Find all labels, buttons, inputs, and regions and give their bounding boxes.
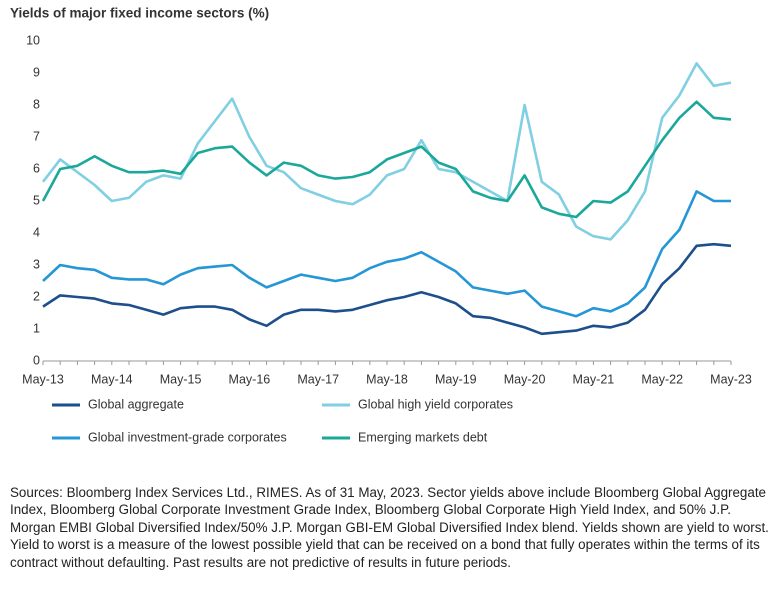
legend-label: Global investment-grade corporates [88,430,287,444]
y-tick-label: 10 [26,33,40,47]
x-tick-label: May-23 [710,372,752,386]
y-tick-label: 4 [33,225,40,239]
y-tick-label: 7 [33,129,40,143]
y-tick-label: 3 [33,257,40,271]
y-tick-label: 1 [33,321,40,335]
legend-label: Global high yield corporates [358,397,513,411]
y-tick-label: 6 [33,161,40,175]
legend-label: Global aggregate [88,397,184,411]
y-tick-label: 2 [33,289,40,303]
x-tick-label: May-22 [641,372,683,386]
series-line [42,242,732,336]
y-tick-label: 9 [33,65,40,79]
x-tick-label: May-20 [504,372,546,386]
chart: Yields of major fixed income sectors (%)… [10,6,752,445]
x-tick-label: May-16 [229,372,271,386]
y-tick-label: 5 [33,193,40,207]
legend-label: Emerging markets debt [358,430,488,444]
series-line [42,190,731,318]
footnote: Sources: Bloomberg Index Services Ltd., … [10,485,769,570]
series-line [41,100,732,219]
chart-title: Yields of major fixed income sectors (%) [10,6,269,21]
x-tick-label: May-19 [435,372,477,386]
y-tick-label: 8 [33,97,40,111]
x-tick-label: May-18 [366,372,408,386]
x-tick-label: May-13 [22,372,64,386]
x-tick-label: May-21 [573,372,615,386]
y-tick-label: 0 [33,353,40,367]
x-tick-label: May-15 [160,372,202,386]
x-tick-label: May-17 [297,372,339,386]
x-tick-label: May-14 [91,372,133,386]
series-line [41,62,732,241]
